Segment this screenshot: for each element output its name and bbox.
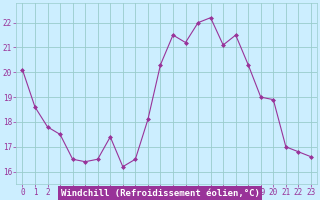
Text: Windchill (Refroidissement éolien,°C): Windchill (Refroidissement éolien,°C) (60, 189, 260, 198)
